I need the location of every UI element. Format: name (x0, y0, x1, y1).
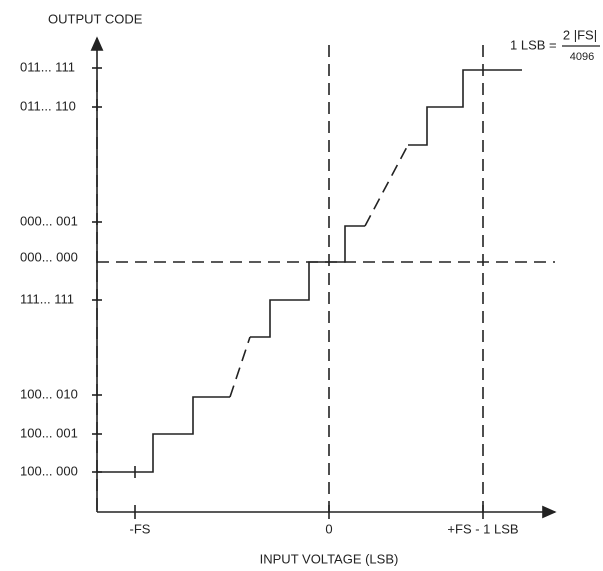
y-label: 000... 000 (20, 249, 78, 264)
y-label: 100... 001 (20, 425, 78, 440)
lower-steps (97, 397, 230, 472)
formula-numerator: 2 |FS| (563, 27, 597, 42)
x-axis-title: INPUT VOLTAGE (LSB) (260, 551, 399, 566)
upper-steps (408, 70, 522, 145)
y-label: 111... 111 (20, 291, 74, 306)
x-label: +FS - 1 LSB (447, 521, 518, 536)
transfer-diagram: OUTPUT CODE 011... 111 011... 110 000...… (0, 0, 603, 571)
x-label: -FS (130, 521, 151, 536)
y-axis-title: OUTPUT CODE (48, 11, 143, 26)
formula-denominator: 4096 (570, 51, 594, 63)
x-label: 0 (325, 521, 332, 536)
y-label: 011... 111 (20, 59, 75, 74)
lower-gap (230, 337, 250, 397)
x-ticks (135, 466, 483, 519)
y-label: 100... 010 (20, 386, 78, 401)
formula-lhs: 1 LSB = (510, 37, 557, 52)
y-label: 100... 000 (20, 463, 78, 478)
y-label: 011... 110 (20, 98, 76, 113)
middle-steps (250, 226, 365, 337)
upper-gap (365, 145, 408, 226)
y-label: 000... 001 (20, 213, 78, 228)
